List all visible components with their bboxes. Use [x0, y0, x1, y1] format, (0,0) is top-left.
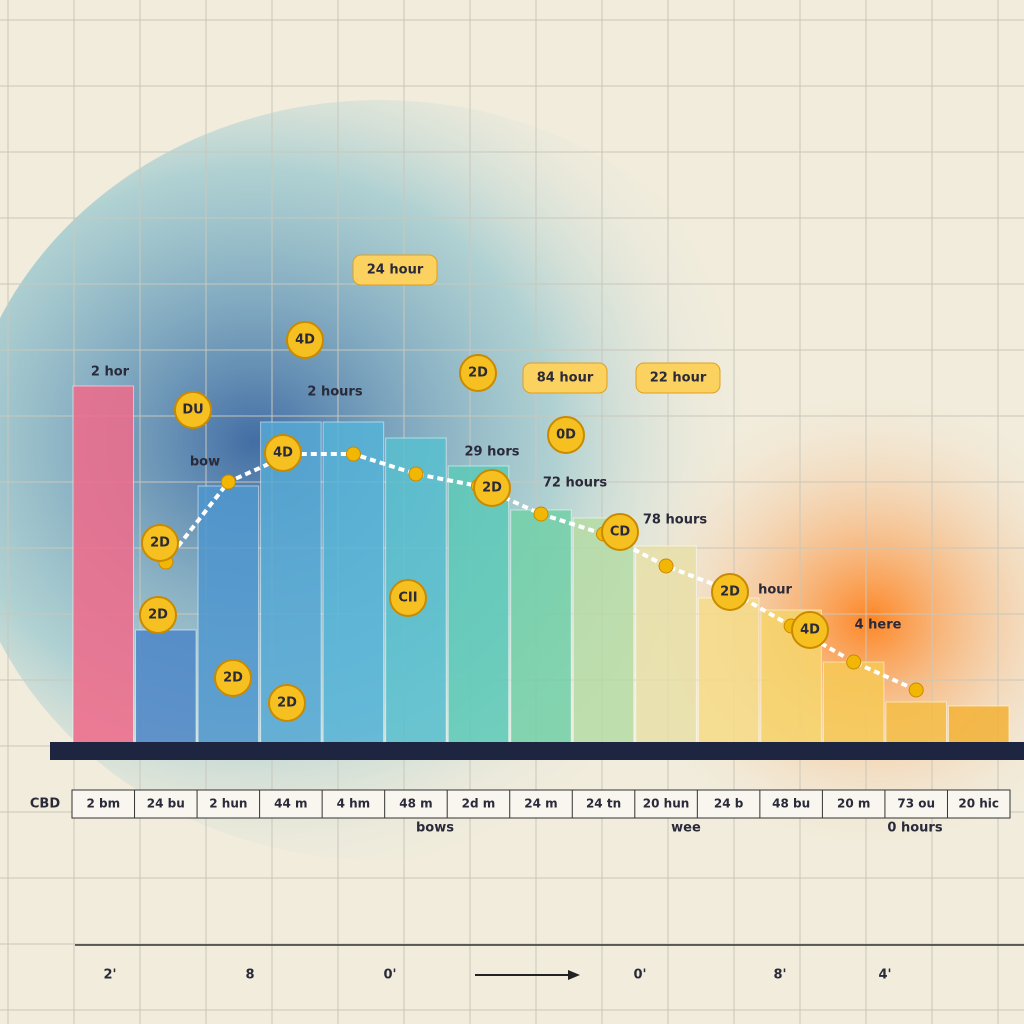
- axis-band: [50, 742, 1024, 760]
- annotation-dot: [711, 573, 749, 611]
- x-tick-label: 48 m: [399, 797, 432, 811]
- x-tick-label: 2 hun: [209, 797, 247, 811]
- annotation-dot: [473, 469, 511, 507]
- annotation-dot: [264, 434, 302, 472]
- annotation-dot: [601, 513, 639, 551]
- annotation: bows: [416, 821, 454, 836]
- annotation: 72 hours: [543, 476, 607, 491]
- line-point: [408, 466, 424, 482]
- bar: [197, 485, 260, 751]
- annotation: 4D: [295, 333, 315, 348]
- x-tick-label: 24 bu: [147, 797, 185, 811]
- annotation-dot: [389, 579, 427, 617]
- axis-label: CBD: [30, 797, 60, 812]
- x-tick-label: 2d m: [462, 797, 496, 811]
- bar: [635, 545, 697, 751]
- annotation-box: [635, 362, 721, 394]
- bottom-label: 8': [773, 968, 786, 983]
- annotation: 2D: [150, 536, 170, 551]
- bottom-label: 4': [878, 968, 891, 983]
- annotation: 78 hours: [643, 513, 707, 528]
- x-tick-label: 44 m: [274, 797, 307, 811]
- annotation-dot: [791, 611, 829, 649]
- annotation: CII: [398, 591, 417, 606]
- category-strip: [71, 789, 1011, 819]
- annotation-dot: [547, 416, 585, 454]
- bar: [822, 661, 885, 751]
- line-point: [533, 506, 549, 522]
- annotation: 2D: [482, 481, 502, 496]
- annotation-dot: [141, 524, 179, 562]
- annotation: 0 hours: [887, 821, 942, 836]
- annotation: 0D: [556, 428, 576, 443]
- bottom-label: 0': [383, 968, 396, 983]
- annotation: wee: [671, 821, 701, 836]
- bar: [135, 629, 197, 751]
- annotation-box: [522, 362, 608, 394]
- bottom-label: 8: [245, 968, 254, 983]
- x-tick-label: 20 hun: [643, 797, 690, 811]
- annotation-dot: [286, 321, 324, 359]
- x-tick-label: 4 hm: [337, 797, 371, 811]
- annotation: bow: [190, 455, 220, 470]
- annotation: 2D: [277, 696, 297, 711]
- x-tick-label: 24 tn: [586, 797, 621, 811]
- annotation: 2D: [468, 366, 488, 381]
- annotation: 2D: [148, 608, 168, 623]
- annotation: 22 hour: [650, 371, 707, 386]
- annotation: 2 hours: [307, 385, 362, 400]
- bottom-label: 0': [633, 968, 646, 983]
- bar: [510, 509, 572, 751]
- line-point: [658, 558, 674, 574]
- x-tick-label: 24 m: [524, 797, 557, 811]
- x-tick-label: 48 bu: [772, 797, 810, 811]
- annotation: hour: [758, 583, 792, 598]
- bar: [697, 597, 760, 751]
- x-tick-label: 20 m: [837, 797, 870, 811]
- annotation-dot: [214, 659, 252, 697]
- x-tick-label: 2 bm: [86, 797, 120, 811]
- arrow-head: [568, 970, 580, 980]
- annotation-dot: [139, 596, 177, 634]
- annotation: 29 hors: [465, 445, 520, 460]
- annotation: 2D: [223, 671, 243, 686]
- annotation: 24 hour: [367, 263, 424, 278]
- x-tick-label: 20 hic: [958, 797, 999, 811]
- bar: [447, 465, 510, 751]
- line-point: [908, 682, 924, 698]
- annotation: 84 hour: [537, 371, 594, 386]
- annotation: 4D: [273, 446, 293, 461]
- annotation-dot: [268, 684, 306, 722]
- annotation-box: [352, 254, 438, 286]
- x-tick-label: 73 ou: [897, 797, 935, 811]
- bottom-label: 2': [103, 968, 116, 983]
- line-point: [220, 474, 236, 490]
- bar: [322, 421, 385, 751]
- annotation: 4 here: [855, 618, 902, 633]
- annotation: 4D: [800, 623, 820, 638]
- x-tick-label: 24 b: [714, 797, 744, 811]
- line-point: [846, 654, 862, 670]
- bar: [572, 517, 635, 751]
- annotation: CD: [610, 525, 631, 540]
- annotation: 2 hor: [91, 365, 130, 380]
- line-point: [345, 446, 361, 462]
- bar: [72, 385, 135, 751]
- annotation-dot: [174, 391, 212, 429]
- annotation: 2D: [720, 585, 740, 600]
- annotation-dot: [459, 354, 497, 392]
- annotation: DU: [182, 403, 203, 418]
